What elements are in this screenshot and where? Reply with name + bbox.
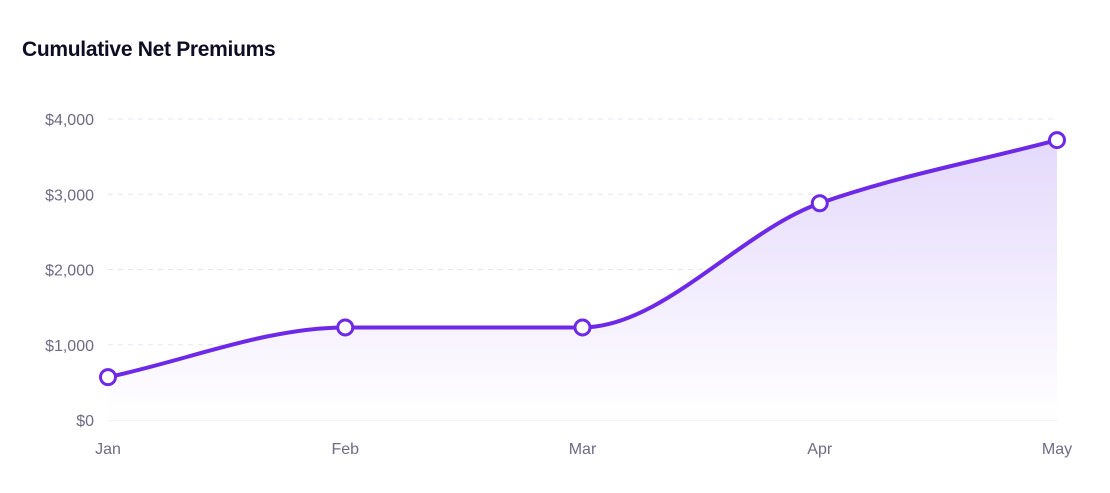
x-axis: Jan Feb Mar Apr May (95, 441, 1072, 458)
x-tick-label: Apr (807, 441, 833, 458)
y-tick-label: $4,000 (45, 112, 94, 129)
data-point-mar (573, 318, 592, 337)
x-tick-label: Feb (331, 441, 359, 458)
y-tick-label: $2,000 (45, 263, 94, 280)
y-axis: $0 $1,000 $2,000 $3,000 $4,000 (45, 112, 94, 430)
x-tick-label: May (1042, 441, 1072, 458)
chart-title: Cumulative Net Premiums (22, 38, 276, 61)
area-path (108, 140, 1057, 420)
area-fill (108, 140, 1057, 420)
x-tick-label: Mar (569, 441, 597, 458)
data-point-jan (99, 368, 117, 387)
y-tick-label: $1,000 (45, 338, 94, 355)
data-point-may (1048, 131, 1066, 150)
data-points (99, 131, 1066, 387)
y-tick-label: $3,000 (45, 187, 94, 204)
x-tick-label: Jan (95, 441, 121, 458)
data-point-feb (336, 318, 355, 337)
y-tick-label: $0 (76, 413, 94, 430)
data-point-apr (810, 194, 829, 213)
